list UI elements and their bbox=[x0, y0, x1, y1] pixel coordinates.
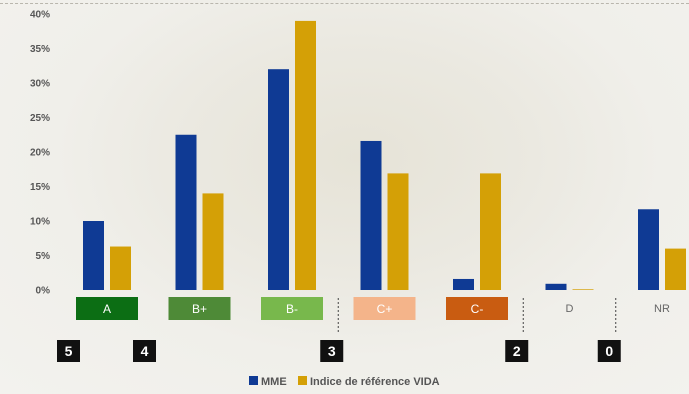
score-label: 2 bbox=[513, 343, 521, 359]
category-label: C- bbox=[471, 302, 484, 316]
score-label: 4 bbox=[141, 343, 149, 359]
bar-vida-cplus bbox=[387, 173, 409, 290]
dashed-top-border bbox=[0, 3, 689, 4]
y-tick-label: 15% bbox=[30, 182, 50, 193]
category-label: A bbox=[103, 302, 111, 316]
bar-vida-bminus bbox=[295, 20, 316, 291]
score-markers: 5 4 3 2 0 bbox=[57, 340, 621, 362]
category-box bbox=[76, 297, 138, 320]
category-label: NR bbox=[654, 303, 670, 315]
category-label: C+ bbox=[377, 302, 393, 316]
category-label: B- bbox=[286, 302, 298, 316]
bar-mme-d bbox=[545, 283, 567, 290]
category-label: B+ bbox=[192, 302, 207, 316]
y-tick-label: 20% bbox=[30, 148, 50, 159]
bar-vida-d bbox=[572, 289, 594, 290]
bar-mme-cminus bbox=[453, 278, 474, 290]
score-label: 0 bbox=[605, 343, 613, 359]
y-tick-label: 5% bbox=[36, 251, 51, 262]
bar-mme-bminus bbox=[268, 69, 289, 290]
y-tick-label: 10% bbox=[30, 217, 50, 228]
bar-vida-nr bbox=[665, 248, 686, 290]
y-tick-label: 0% bbox=[36, 286, 51, 297]
score-box bbox=[320, 340, 344, 362]
score-box bbox=[505, 340, 529, 362]
score-box bbox=[57, 340, 80, 362]
score-box bbox=[133, 340, 156, 362]
score-dividers bbox=[337, 298, 617, 332]
legend: MME Indice de référence VIDA bbox=[249, 376, 440, 388]
score-label: 3 bbox=[328, 343, 336, 359]
legend-swatch bbox=[298, 376, 307, 385]
y-tick-label: 30% bbox=[30, 79, 50, 90]
bar-mme-bplus bbox=[175, 134, 197, 290]
legend-swatch bbox=[249, 376, 258, 385]
bar-vida-bplus bbox=[202, 193, 224, 290]
score-box bbox=[597, 340, 621, 362]
bar-vida-a bbox=[110, 246, 131, 290]
y-tick-label: 40% bbox=[30, 10, 50, 21]
bar-mme-a bbox=[83, 221, 104, 290]
category-label: D bbox=[566, 303, 574, 315]
score-label: 5 bbox=[65, 343, 73, 359]
category-boxes: A B+ B- C+ C- D NR bbox=[76, 297, 670, 320]
category-box bbox=[353, 297, 416, 320]
bar-mme-cplus bbox=[360, 140, 382, 290]
legend-label: Indice de référence VIDA bbox=[310, 376, 440, 388]
category-box bbox=[168, 297, 231, 320]
category-box bbox=[446, 297, 508, 320]
category-box bbox=[261, 297, 323, 320]
legend-label: MME bbox=[261, 376, 287, 388]
y-axis: 0% 5% 10% 15% 20% 25% 30% 35% 40% bbox=[30, 10, 50, 297]
bar-mme-nr bbox=[638, 209, 659, 290]
bar-vida-cminus bbox=[480, 173, 501, 290]
y-tick-label: 35% bbox=[30, 44, 50, 55]
y-tick-label: 25% bbox=[30, 113, 50, 124]
bars bbox=[83, 20, 686, 291]
